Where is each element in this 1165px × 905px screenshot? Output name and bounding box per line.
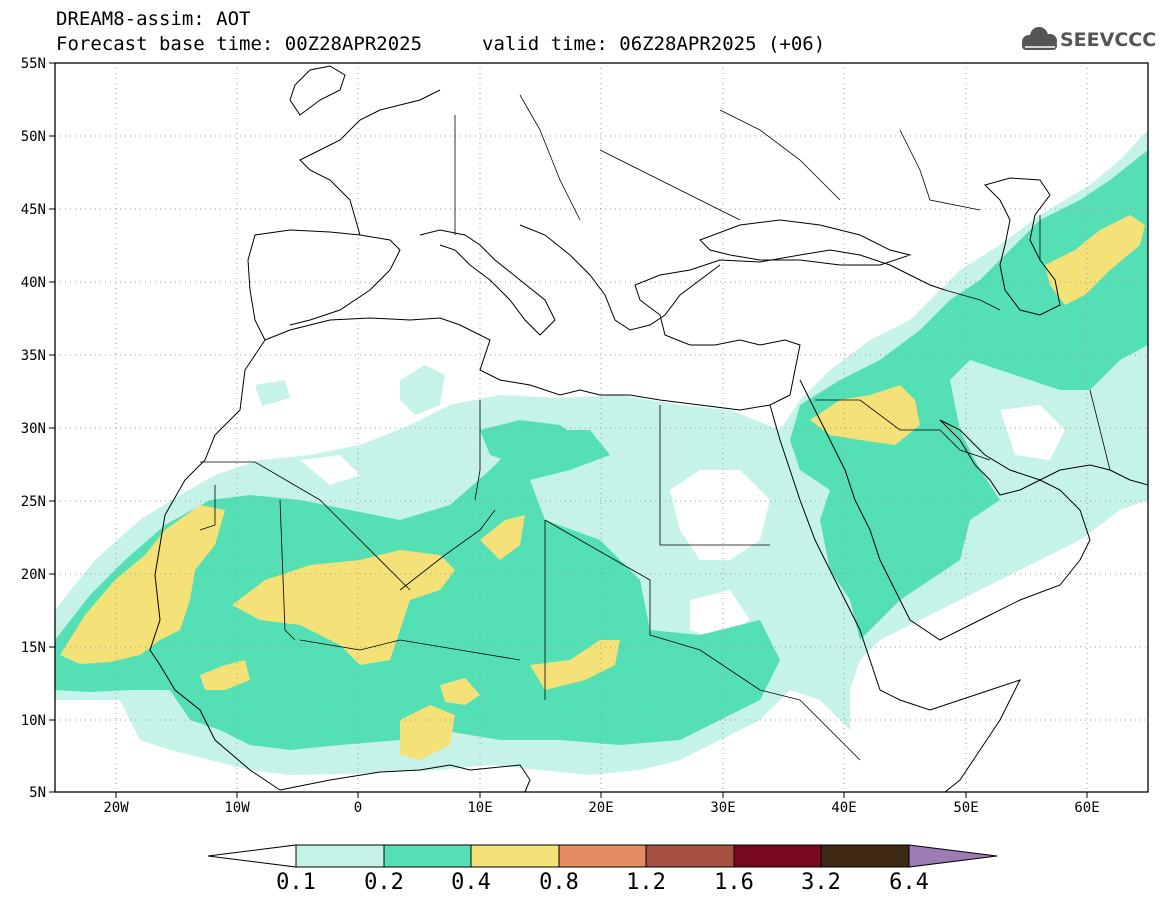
colorbar-swatch-2 xyxy=(470,844,560,868)
forecast-valid-time: valid time: 06Z28APR2025 (+06) xyxy=(482,33,826,55)
lat-label: 55N xyxy=(20,56,46,72)
graticule xyxy=(55,63,1148,792)
colorbar-swatch-0 xyxy=(295,844,385,868)
colorbar-label: 6.4 xyxy=(889,870,929,895)
colorbar-label: 1.6 xyxy=(714,870,754,895)
country-borders xyxy=(199,94,1111,761)
lon-label: 0 xyxy=(353,800,363,816)
lon-label: 50E xyxy=(953,800,979,816)
colorbar-swatch-5 xyxy=(733,844,822,868)
colorbar-under-arrow xyxy=(207,844,297,868)
lat-label: 50N xyxy=(20,129,46,145)
colorbar-label: 1.2 xyxy=(626,870,666,895)
logo-text: SEEVCCC xyxy=(1060,29,1157,51)
lat-label: 35N xyxy=(20,348,46,364)
lat-label: 40N xyxy=(20,275,46,291)
lon-label: 20W xyxy=(103,800,129,816)
coastlines xyxy=(149,65,1148,792)
tick-marks xyxy=(49,62,1088,798)
colorbar-swatch-3 xyxy=(558,844,647,868)
lat-label: 20N xyxy=(20,567,46,583)
colorbar-label: 3.2 xyxy=(801,870,841,895)
lon-label: 30E xyxy=(710,800,736,816)
colorbar-swatch-4 xyxy=(645,844,735,868)
lat-label: 25N xyxy=(20,494,46,510)
colorbar-label: 0.8 xyxy=(539,870,579,895)
lon-label: 40E xyxy=(831,800,857,816)
forecast-base-time: Forecast base time: 00Z28APR2025 xyxy=(56,33,423,55)
colorbar-swatch-1 xyxy=(383,844,472,868)
lat-label: 15N xyxy=(20,640,46,656)
colorbar-label: 0.2 xyxy=(364,870,404,895)
lat-label: 30N xyxy=(20,421,46,437)
lat-label: 10N xyxy=(20,713,46,729)
cloud-logo-icon xyxy=(1022,27,1057,52)
colorbar-over-arrow xyxy=(908,844,998,868)
colorbar xyxy=(207,844,998,868)
lon-label: 60E xyxy=(1074,800,1100,816)
lat-label: 5N xyxy=(29,785,46,801)
lat-label: 45N xyxy=(20,202,46,218)
aot-shading xyxy=(55,130,1148,775)
colorbar-swatch-6 xyxy=(820,844,910,868)
lon-label: 10W xyxy=(224,800,250,816)
map-title-variable: DREAM8-assim: AOT xyxy=(56,8,251,30)
colorbar-label: 0.4 xyxy=(451,870,491,895)
lon-label: 20E xyxy=(588,800,614,816)
colorbar-label: 0.1 xyxy=(276,870,316,895)
lon-label: 10E xyxy=(467,800,493,816)
